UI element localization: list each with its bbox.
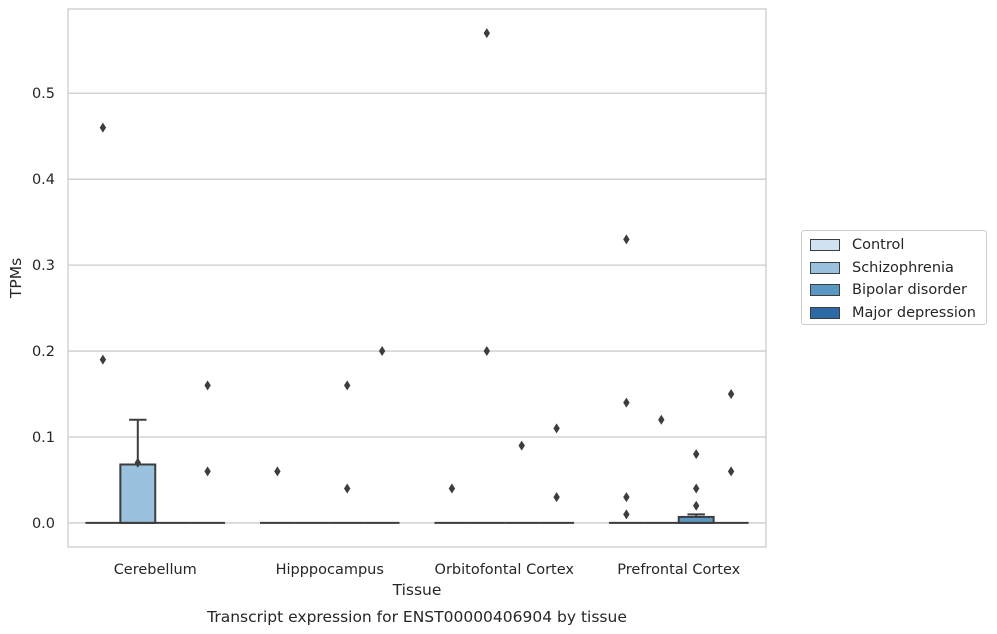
box-group: [713, 389, 749, 524]
outlier-point: [448, 483, 456, 494]
y-tick-label: 0.4: [32, 172, 55, 188]
outlier-point: [483, 346, 490, 357]
y-tick-label: 0.3: [32, 258, 55, 274]
y-tick-label: 0.0: [32, 516, 55, 532]
y-tick-label: 0.5: [32, 86, 55, 102]
plot-area-frame: [67, 8, 767, 548]
x-tick-label: Hipppocampus: [276, 562, 384, 578]
outlier-point: [727, 466, 735, 477]
legend-item: Schizophrenia: [810, 257, 986, 280]
y-tick-label: 0.1: [32, 430, 55, 446]
box-group: [677, 449, 715, 524]
box-group: [469, 28, 505, 524]
outlier-point: [378, 346, 386, 357]
legend-swatch: [810, 307, 840, 320]
outlier-point: [99, 122, 107, 133]
outlier-point: [204, 380, 211, 391]
y-axis-label: TPMs: [7, 258, 25, 299]
legend-label: Schizophrenia: [852, 259, 954, 276]
outlier-point: [693, 483, 700, 494]
outlier-point: [727, 389, 735, 400]
outlier-point: [518, 440, 525, 451]
box: [119, 463, 157, 524]
box-group: [539, 423, 575, 524]
legend-label: Bipolar disorder: [852, 282, 967, 299]
legend: Control Schizophrenia Bipolar disorder Majo…: [801, 230, 987, 325]
box-group: [504, 440, 540, 524]
legend-label: Major depression: [852, 305, 976, 322]
box-group: [259, 466, 295, 524]
outlier-point: [134, 457, 141, 468]
outlier-point: [274, 466, 281, 477]
outlier-point: [623, 509, 630, 520]
outlier-point: [483, 28, 490, 39]
x-tick-label: Prefrontal Cortex: [617, 562, 740, 578]
legend-item: Control: [810, 234, 986, 257]
legend-item: Bipolar disorder: [810, 279, 986, 302]
box-group: [364, 346, 400, 524]
box-group: [329, 380, 365, 524]
y-tick-labels: 0.0 0.1 0.2 0.3 0.4 0.5: [32, 86, 55, 532]
outlier-point: [344, 483, 351, 494]
outlier-point: [623, 397, 630, 408]
y-tick-label: 0.2: [32, 344, 55, 360]
outlier-point: [693, 449, 700, 460]
outlier-point: [204, 466, 211, 477]
box-plots: [85, 28, 749, 524]
box-group: [190, 380, 226, 524]
chart-title: Transcript expression for ENST0000040690…: [206, 608, 627, 626]
box-group: [608, 234, 644, 524]
grid-lines: [68, 92, 766, 524]
box-group: [85, 122, 121, 524]
outlier-point: [553, 492, 560, 503]
box-group: [643, 414, 679, 524]
outlier-point: [623, 492, 630, 503]
x-axis-label: Tissue: [392, 581, 442, 599]
box-group: [434, 483, 470, 524]
legend-label: Control: [852, 237, 905, 254]
x-tick-label: Cerebellum: [114, 562, 197, 578]
legend-swatch: [810, 239, 840, 252]
legend-item: Major depression: [810, 302, 986, 325]
box-group: [119, 418, 157, 524]
outlier-point: [658, 414, 665, 425]
x-tick-label: Orbitofontal Cortex: [435, 562, 575, 578]
outlier-point: [344, 380, 351, 391]
outlier-point: [553, 423, 560, 434]
x-tick-labels: Cerebellum Hipppocampus Orbitofontal Corte…: [114, 562, 741, 578]
legend-swatch: [810, 284, 840, 297]
outlier-point: [623, 234, 630, 245]
legend-swatch: [810, 261, 840, 274]
outlier-point: [99, 354, 107, 365]
outlier-point: [693, 500, 700, 511]
